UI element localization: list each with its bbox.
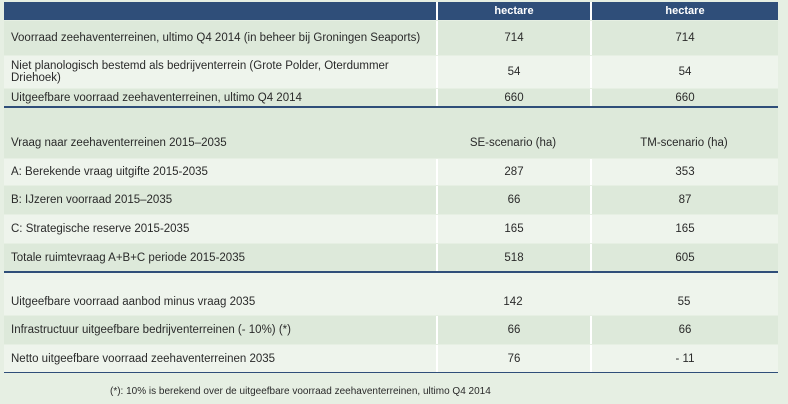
row-value-se: 165 [436,215,590,243]
table-row: C: Strategische reserve 2015-2035 165 16… [4,215,778,243]
header-col-hectare-2: hectare [590,2,778,20]
section-separator [4,271,778,273]
row-label: Voorraad zeehaventerreinen, ultimo Q4 20… [11,32,421,44]
row-label: Uitgeefbare voorraad zeehaventerreinen, … [11,91,302,104]
section-separator [4,106,778,108]
row-value-se: 714 [436,21,590,55]
row-value-tm: 165 [590,215,778,243]
row-label: Niet planologisch bestemd als bedrijvent… [11,60,389,84]
row-value-tm: 66 [590,316,778,344]
footnote: (*): 10% is berekend over de uitgeefbare… [110,386,491,397]
table-row: Voorraad zeehaventerreinen, ultimo Q4 20… [4,21,778,55]
row-label: A: Berekende vraag uitgifte 2015-2035 [11,166,208,178]
row-label: Totale ruimtevraag A+B+C periode 2015-20… [11,251,245,264]
table-row: B: IJzeren voorraad 2015–2035 66 87 [4,186,778,214]
row-label: Vraag naar zeehaventerreinen 2015–2035 [11,137,227,149]
row-label: B: IJzeren voorraad 2015–2035 [11,194,173,206]
row-value-se: 76 [436,345,590,372]
row-value-tm: 714 [590,21,778,55]
table-row: Netto uitgeefbare voorraad zeehaventerre… [4,345,778,372]
row-value-tm: 605 [590,244,778,271]
row-label: Uitgeefbare voorraad aanbod minus vraag … [11,296,256,308]
table-row: Uitgeefbare voorraad aanbod minus vraag … [4,273,778,315]
table-row: Uitgeefbare voorraad zeehaventerreinen, … [4,89,778,106]
row-value-se: 660 [436,89,590,106]
row-value-tm: TM-scenario (ha) [640,137,728,149]
row-value-tm: 353 [590,159,778,185]
row-value-tm: 87 [590,186,778,214]
row-value-se: 54 [436,56,590,88]
table-bottom-rule [4,372,778,373]
table-row: Totale ruimtevraag A+B+C periode 2015-20… [4,244,778,271]
row-label: Netto uitgeefbare voorraad zeehaventerre… [11,352,276,365]
table-row: A: Berekende vraag uitgifte 2015-2035 28… [4,159,778,185]
row-value-se: 142 [503,296,523,308]
table-row: Niet planologisch bestemd als bedrijvent… [4,56,778,88]
table-row: Infrastructuur uitgeefbare bedrijventerr… [4,316,778,344]
row-value-se: 518 [436,244,590,271]
row-label: C: Strategische reserve 2015-2035 [11,223,190,235]
row-value-tm: - 11 [590,345,778,372]
row-value-tm: 660 [590,89,778,106]
row-value-se: 66 [436,316,590,344]
row-value-se: SE-scenario (ha) [469,137,557,149]
row-value-se: 66 [436,186,590,214]
row-value-se: 287 [436,159,590,185]
header-label-cell [4,2,436,20]
table-header-row: hectare hectare [4,2,778,20]
row-value-tm: 54 [590,56,778,88]
header-col-hectare-1: hectare [436,2,590,20]
row-label: Infrastructuur uitgeefbare bedrijventerr… [11,324,291,336]
row-value-tm: 55 [677,296,691,308]
section-header-row: Vraag naar zeehaventerreinen 2015–2035 S… [4,108,778,158]
